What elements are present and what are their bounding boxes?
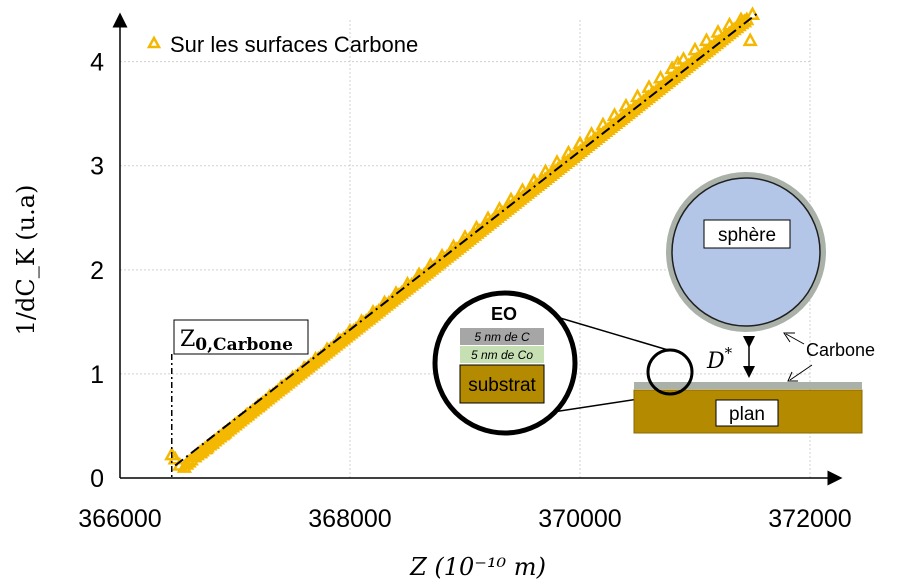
- zoom-substrate-label: substrat: [468, 375, 536, 396]
- data-points: [164, 6, 761, 473]
- gap-label: D*: [706, 344, 733, 374]
- data-point: [742, 32, 758, 47]
- z0-label: Z0,Carbone: [180, 327, 293, 355]
- zoom-title: EO: [491, 304, 517, 324]
- legend-label: Sur les surfaces Carbone: [170, 32, 418, 57]
- carbone-pointer-sphere: [785, 333, 805, 345]
- carbone-pointer-plane: [789, 364, 813, 381]
- y-tick-label: 2: [90, 257, 104, 285]
- legend: Sur les surfaces Carbone: [146, 32, 418, 57]
- carbone-pointer-sphere-head: [783, 332, 795, 343]
- inset-schematic: plan sphère D* Carbone EO 5 nm de C 5 nm…: [432, 172, 875, 436]
- plane-label-box: [715, 399, 779, 427]
- y-tick-label: 0: [90, 465, 104, 493]
- zoom-layer-co: [460, 346, 544, 363]
- z0-label-sub: 0,Carbone: [195, 335, 293, 355]
- y-tick-label: 1: [90, 361, 104, 389]
- x-tick-label: 366000: [78, 505, 161, 533]
- fit-line: [174, 11, 759, 467]
- zoom-layer-co-label: 5 nm de Co: [471, 348, 533, 362]
- z0-label-box: [173, 319, 309, 355]
- gap-label-sup: *: [725, 344, 733, 362]
- z0-annotation: Z0,Carbone: [171, 319, 309, 478]
- y-tick-label: 4: [90, 49, 104, 77]
- sphere-label: sphère: [718, 225, 776, 246]
- x-tick-label: 372000: [768, 505, 851, 533]
- y-tick-label: 3: [90, 153, 104, 181]
- zoom-target-circle: [646, 348, 694, 396]
- gap-label-main: D: [706, 349, 725, 374]
- data-point: [167, 450, 183, 465]
- sphere-body: [671, 177, 821, 327]
- zoom-layer-c-label: 5 nm de C: [474, 330, 530, 344]
- x-tick-labels: 366000 368000 370000 372000: [78, 505, 851, 533]
- y-tick-labels: 0 1 2 3 4: [90, 49, 104, 493]
- legend-marker: [146, 35, 162, 49]
- x-tick-label: 368000: [308, 505, 391, 533]
- plane-label: plan: [729, 404, 765, 425]
- carbone-label: Carbone: [806, 340, 875, 360]
- x-tick-label: 370000: [538, 505, 621, 533]
- plane-carbon-layer: [634, 382, 862, 389]
- zoom-substrate: [459, 364, 545, 404]
- sphere-label-box: [703, 219, 791, 249]
- y-axis-title: 1/dC_K (u.a): [12, 185, 40, 336]
- carbone-pointer-plane-head: [787, 371, 798, 382]
- z0-label-main: Z: [180, 327, 195, 352]
- x-axis-title: Z (10⁻¹⁰ m): [409, 553, 546, 581]
- zoom-layer-c: [460, 328, 544, 345]
